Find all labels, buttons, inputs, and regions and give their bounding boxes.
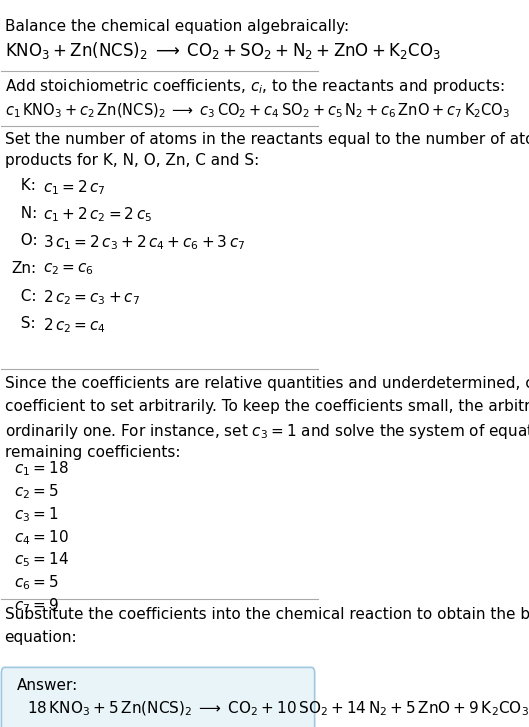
Text: $c_5 = 14$: $c_5 = 14$ [14, 551, 69, 569]
Text: $2\,c_2 = c_4$: $2\,c_2 = c_4$ [42, 316, 106, 335]
Text: $c_2 = c_6$: $c_2 = c_6$ [42, 261, 94, 277]
Text: coefficient to set arbitrarily. To keep the coefficients small, the arbitrary va: coefficient to set arbitrarily. To keep … [5, 399, 529, 414]
Text: products for K, N, O, Zn, C and S:: products for K, N, O, Zn, C and S: [5, 153, 259, 168]
Text: $2\,c_2 = c_3 + c_7$: $2\,c_2 = c_3 + c_7$ [42, 289, 140, 308]
Text: O:: O: [11, 233, 38, 249]
Text: $c_1 + 2\,c_2 = 2\,c_5$: $c_1 + 2\,c_2 = 2\,c_5$ [42, 206, 152, 225]
Text: $c_6 = 5$: $c_6 = 5$ [14, 574, 59, 593]
Text: $\mathrm{KNO_3 + Zn(NCS)_2 \;\longrightarrow\; CO_2 + SO_2 + N_2 + ZnO + K_2CO_3: $\mathrm{KNO_3 + Zn(NCS)_2 \;\longrighta… [5, 41, 440, 62]
Text: C:: C: [11, 289, 37, 304]
Text: equation:: equation: [5, 630, 77, 645]
Text: $c_3 = 1$: $c_3 = 1$ [14, 505, 59, 523]
Text: remaining coefficients:: remaining coefficients: [5, 445, 180, 460]
Text: $3\,c_1 = 2\,c_3 + 2\,c_4 + c_6 + 3\,c_7$: $3\,c_1 = 2\,c_3 + 2\,c_4 + c_6 + 3\,c_7… [42, 233, 245, 252]
Text: $c_1\,\mathrm{KNO_3} + c_2\,\mathrm{Zn(NCS)_2} \;\longrightarrow\; c_3\,\mathrm{: $c_1\,\mathrm{KNO_3} + c_2\,\mathrm{Zn(N… [5, 102, 510, 120]
Text: Substitute the coefficients into the chemical reaction to obtain the balanced: Substitute the coefficients into the che… [5, 607, 529, 622]
Text: K:: K: [11, 178, 36, 193]
Text: $c_7 = 9$: $c_7 = 9$ [14, 596, 59, 615]
Text: $c_1 = 18$: $c_1 = 18$ [14, 459, 69, 478]
Text: Set the number of atoms in the reactants equal to the number of atoms in the: Set the number of atoms in the reactants… [5, 132, 529, 148]
Text: N:: N: [11, 206, 37, 221]
Text: $c_4 = 10$: $c_4 = 10$ [14, 528, 69, 547]
Text: $18\,\mathrm{KNO_3} + 5\,\mathrm{Zn(NCS)_2} \;\longrightarrow\; \mathrm{CO_2} + : $18\,\mathrm{KNO_3} + 5\,\mathrm{Zn(NCS)… [26, 700, 528, 718]
Text: Zn:: Zn: [11, 261, 36, 276]
Text: $c_2 = 5$: $c_2 = 5$ [14, 482, 59, 501]
Text: Balance the chemical equation algebraically:: Balance the chemical equation algebraica… [5, 20, 349, 34]
Text: ordinarily one. For instance, set $c_3 = 1$ and solve the system of equations fo: ordinarily one. For instance, set $c_3 =… [5, 422, 529, 441]
Text: Since the coefficients are relative quantities and underdetermined, choose a: Since the coefficients are relative quan… [5, 377, 529, 391]
Text: Add stoichiometric coefficients, $c_i$, to the reactants and products:: Add stoichiometric coefficients, $c_i$, … [5, 76, 504, 95]
Text: $c_1 = 2\,c_7$: $c_1 = 2\,c_7$ [42, 178, 105, 197]
FancyBboxPatch shape [2, 667, 315, 727]
Text: Answer:: Answer: [17, 678, 78, 693]
Text: S:: S: [11, 316, 35, 332]
